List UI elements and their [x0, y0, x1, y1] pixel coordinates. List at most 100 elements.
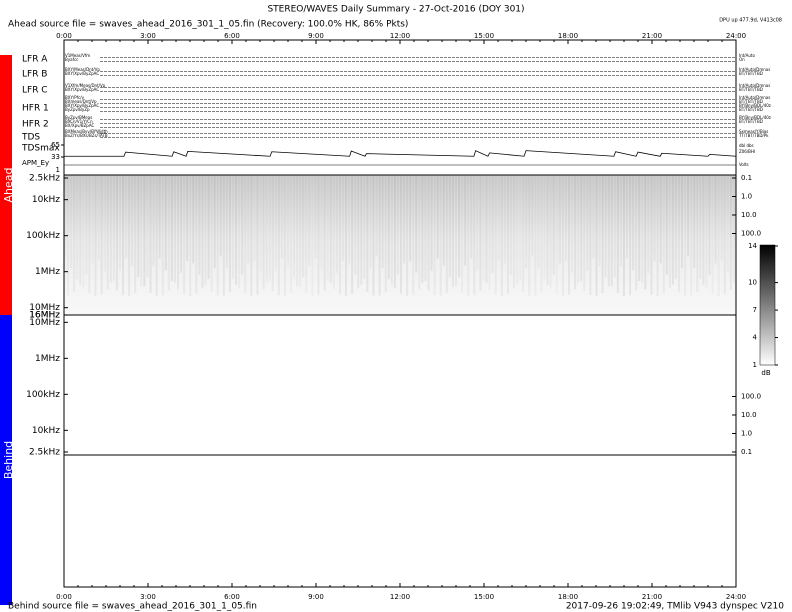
spectrogram-stripe — [345, 176, 348, 296]
spectrogram-stripe — [555, 176, 558, 294]
right-label: 1.0 — [741, 193, 752, 201]
spectrogram-stripe — [88, 176, 91, 294]
time-tick-label: 15:00 — [474, 32, 494, 40]
spectrogram-stripe — [378, 176, 381, 296]
spectrogram-stripe — [143, 176, 146, 287]
time-tick-label: 6:00 — [224, 593, 240, 601]
row-note: BT/TBT/TBD — [739, 99, 763, 104]
spectrogram-stripe — [534, 176, 537, 296]
spectrogram-stripe — [509, 176, 512, 275]
spectrogram-stripe — [180, 176, 183, 273]
spectrogram-stripe — [607, 176, 610, 287]
spectrogram-stripe — [641, 176, 644, 284]
right-label: 10.0 — [741, 211, 757, 219]
spectrogram-stripe — [659, 176, 662, 264]
spectrogram-stripe — [677, 176, 680, 292]
row-note: Sxmeas/Y/Bias — [739, 129, 768, 134]
spectrogram-stripe — [421, 176, 424, 283]
spectrogram-stripe — [170, 176, 173, 282]
row-note: BY/Bny/BDL/40z — [739, 103, 771, 108]
spectrogram-stripe — [204, 176, 207, 285]
spectrogram-stripe — [314, 176, 317, 259]
spectrogram-stripe — [476, 176, 479, 271]
spectrogram-stripe — [195, 176, 198, 294]
spectrogram-stripe — [461, 176, 464, 293]
spectrogram-stripe — [662, 176, 665, 294]
spectrogram-stripe — [647, 176, 650, 273]
spectrogram-stripe — [91, 176, 94, 264]
behind-label: Behind — [2, 441, 15, 479]
spectrogram-stripe — [329, 176, 332, 283]
spectrogram-stripe — [259, 176, 262, 273]
spectrogram-stripe — [409, 176, 412, 261]
spectrogram-stripe — [577, 176, 580, 283]
spectrogram-stripe — [253, 176, 256, 261]
row-label: LFR C — [22, 86, 48, 96]
spectrogram-stripe — [442, 176, 445, 266]
spectrogram-stripe — [592, 176, 595, 259]
row-note: TT/TBT/TBD/Pk — [738, 133, 769, 138]
time-tick-label: 9:00 — [308, 32, 324, 40]
spectrogram-stripe — [381, 176, 384, 269]
spectrogram-stripe — [94, 176, 97, 296]
spectrogram-stripe — [586, 176, 589, 271]
time-tick-label: 18:00 — [558, 32, 578, 40]
spectrogram-stripe — [516, 176, 519, 285]
spectrogram-stripe — [650, 176, 653, 295]
row-note: BY/Bny/BDL/40z — [739, 115, 771, 120]
row-note: BXCn/V1/Y/Cn — [65, 119, 93, 124]
freq-label: 10MHz — [29, 318, 60, 328]
spectrogram-stripe — [280, 176, 283, 259]
spectrogram-stripe — [164, 176, 167, 271]
spectrogram-stripe — [403, 176, 406, 264]
spectrogram-stripe — [189, 176, 192, 296]
spectrogram-stripe — [467, 176, 470, 296]
apm-tick-label: 1 — [56, 166, 60, 174]
tdsmax-tick-label: 33 — [51, 153, 60, 161]
spectrogram-stripe — [506, 176, 509, 294]
spectrogram-stripe — [393, 176, 396, 288]
spectrogram-stripe — [149, 176, 152, 293]
spectrogram-stripe — [665, 176, 668, 275]
time-tick-label: 0:00 — [56, 593, 72, 601]
spectrogram-stripe — [210, 176, 213, 292]
freq-label: 10kHz — [32, 426, 60, 436]
spectrogram-stripe — [216, 176, 219, 296]
ahead-bar — [0, 55, 12, 315]
spectrogram-stripe — [70, 176, 73, 269]
spectrogram-stripe — [326, 176, 329, 282]
time-tick-label: 21:00 — [642, 32, 662, 40]
spectrogram-stripe — [491, 176, 494, 273]
spectrogram-stripe — [540, 176, 543, 292]
spectrogram-stripe — [201, 176, 204, 288]
spectrogram-stripe — [241, 176, 244, 275]
stamp: 2017-09-26 19:02:49, TMlib V943 dynspec … — [566, 602, 784, 612]
spectrogram-stripe — [418, 176, 421, 290]
ahead-spectrogram — [64, 175, 736, 315]
freq-label: 16MHz — [29, 311, 60, 321]
spectrogram-stripe — [219, 176, 222, 257]
spectrogram-stripe — [118, 176, 121, 271]
spectrogram-stripe — [262, 176, 265, 290]
spectrogram-stripe — [629, 176, 632, 296]
spectrogram-stripe — [500, 176, 503, 296]
ahead-label: Ahead — [2, 168, 15, 203]
spectrogram-stripe — [482, 176, 485, 281]
row-note: BT/TBT/TBD — [739, 87, 763, 92]
spectrogram-stripe — [369, 176, 372, 269]
spectrogram-stripe — [616, 176, 619, 293]
freq-label: 2.5kHz — [29, 448, 60, 458]
spectrogram-stripe — [696, 176, 699, 292]
row-note: BXY/Xpv/ByZpAC — [65, 71, 99, 76]
spectrogram-stripe — [519, 176, 522, 280]
spectrogram-stripe — [479, 176, 482, 291]
spectrogram-stripe — [183, 176, 186, 295]
spectrogram-stripe — [702, 176, 705, 285]
spectrogram-stripe — [387, 176, 390, 280]
row-note: V1Xfm/Meas/Dnt/Vp — [65, 83, 106, 88]
spectrogram-stripe — [494, 176, 497, 295]
spectrogram-stripe — [433, 176, 436, 296]
spectrogram-stripe — [699, 176, 702, 279]
spectrogram-stripe — [146, 176, 149, 278]
spectrogram-stripe — [549, 176, 552, 288]
